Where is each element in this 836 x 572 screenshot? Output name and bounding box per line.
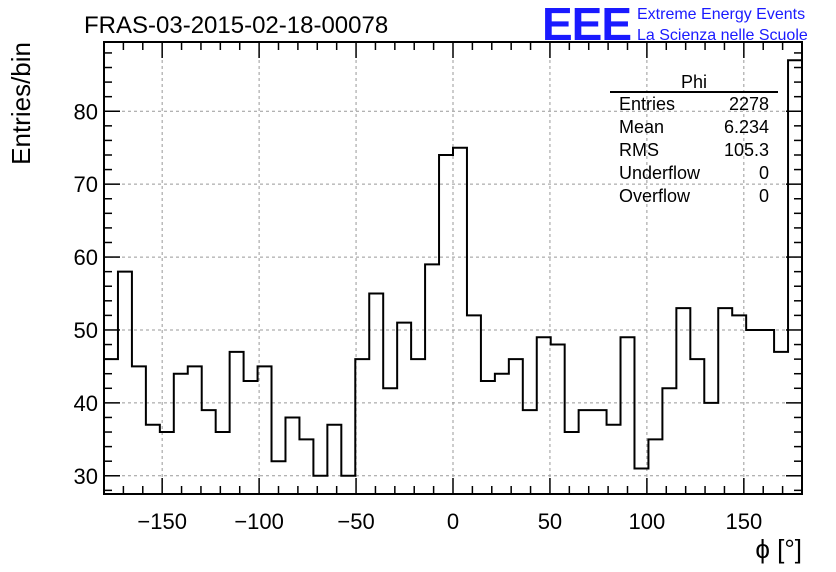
y-tick-label: 50 — [74, 318, 98, 343]
stats-label-underflow: Underflow — [619, 163, 701, 183]
stats-value-entries: 2278 — [729, 94, 769, 114]
y-tick-label: 60 — [74, 245, 98, 270]
eee-logo: EEE Extreme Energy Events La Scienza nel… — [542, 0, 808, 50]
x-axis-title: ϕ [°] — [755, 534, 802, 564]
x-tick-label: −100 — [234, 509, 284, 534]
stats-value-underflow: 0 — [759, 163, 769, 183]
stats-label-mean: Mean — [619, 117, 664, 137]
histogram-line — [104, 59, 802, 477]
axis-ticks — [103, 42, 803, 494]
y-tick-label: 70 — [74, 172, 98, 197]
stats-label-overflow: Overflow — [619, 186, 691, 206]
x-tick-label: −150 — [137, 509, 187, 534]
y-tick-label: 80 — [74, 99, 98, 124]
y-tick-label: 30 — [74, 464, 98, 489]
grid-lines — [104, 42, 802, 494]
y-axis-title: Entries/bin — [6, 42, 36, 165]
stats-label-entries: Entries — [619, 94, 675, 114]
stats-box: Phi Entries 2278 Mean 6.234 RMS 105.3 Underflo… — [610, 72, 778, 206]
x-tick-label: −50 — [337, 509, 374, 534]
stats-value-mean: 6.234 — [724, 117, 769, 137]
stats-value-overflow: 0 — [759, 186, 769, 206]
stats-name: Phi — [681, 72, 707, 92]
chart-title: FRAS-03-2015-02-18-00078 — [84, 12, 388, 39]
x-tick-label: 100 — [629, 509, 666, 534]
y-tick-label: 40 — [74, 391, 98, 416]
stats-label-rms: RMS — [619, 140, 659, 160]
x-tick-label: 50 — [538, 509, 562, 534]
x-tick-label: 150 — [725, 509, 762, 534]
logo-line-1: Extreme Energy Events — [637, 6, 805, 23]
x-tick-label: 0 — [447, 509, 459, 534]
plot-frame — [103, 41, 803, 495]
logo-line-2: La Scienza nelle Scuole — [637, 27, 808, 44]
tick-labels: −150 −100 −50 0 50 100 150 30 40 50 60 70 80 — [74, 99, 763, 534]
logo-text: EEE — [542, 0, 631, 50]
stats-value-rms: 105.3 — [724, 140, 769, 160]
